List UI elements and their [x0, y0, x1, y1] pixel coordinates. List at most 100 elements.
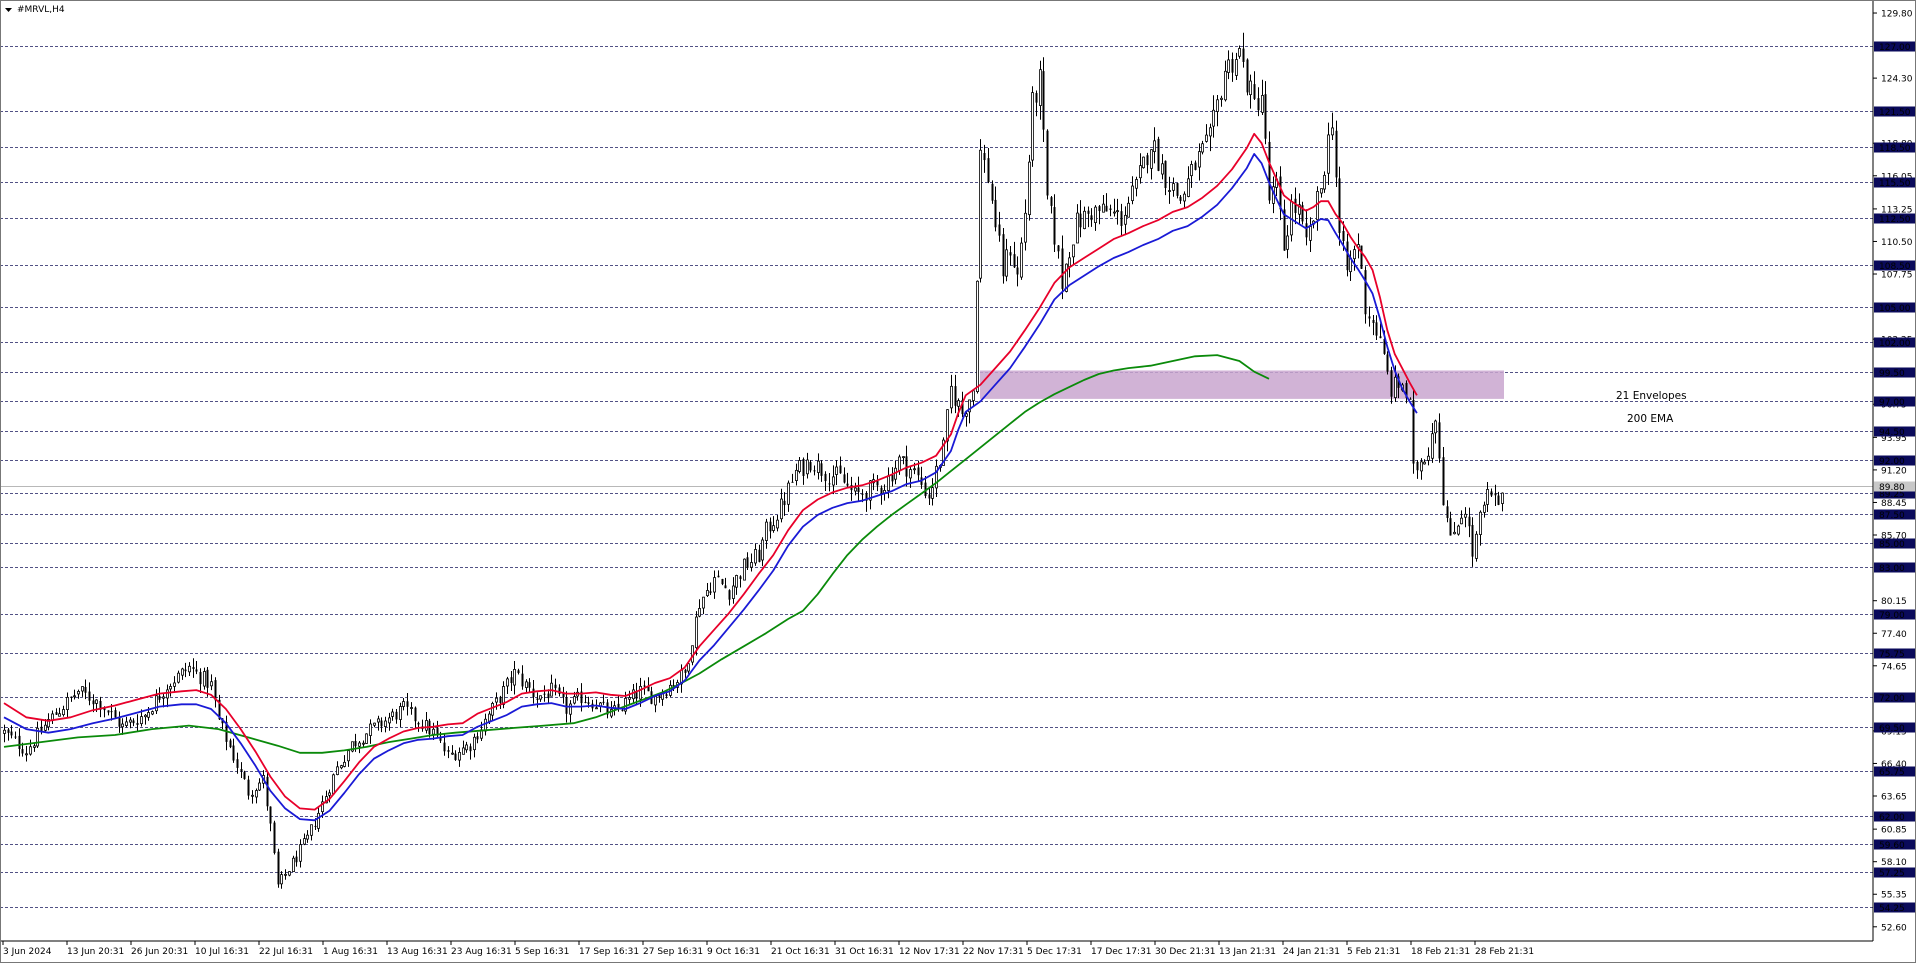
- candle-body-up: [402, 701, 405, 707]
- candle-body-down: [18, 735, 21, 750]
- time-axis-label: 5 Feb 21:31: [1347, 947, 1400, 957]
- price-level-badge: [1874, 562, 1915, 573]
- candle-body-up: [569, 703, 572, 715]
- candle-body-down: [532, 688, 535, 697]
- candle-body-down: [1449, 518, 1452, 536]
- price-level-label: 115.50: [1879, 179, 1911, 189]
- candle-body-up: [495, 697, 498, 703]
- price-level-label: 105.00: [1879, 304, 1911, 314]
- candle-body-up: [151, 711, 154, 715]
- candle-body-up: [1028, 161, 1031, 216]
- candle-body-down: [961, 399, 964, 415]
- price-level-label: 65.75: [1879, 768, 1905, 778]
- candle-body-down: [954, 386, 957, 406]
- candle-body-down: [717, 575, 720, 578]
- candle-body-up: [832, 476, 835, 486]
- candle-body-up: [1353, 249, 1356, 260]
- candle-body-down: [672, 684, 675, 687]
- candle-body-up: [976, 280, 979, 393]
- candle-body-down: [983, 153, 986, 161]
- price-level-badge: [1874, 337, 1915, 348]
- triangle-down-icon[interactable]: [5, 8, 12, 12]
- price-level-label: 57.25: [1879, 869, 1905, 879]
- price-tick-label: 77.40: [1881, 630, 1907, 640]
- candle-body-up: [639, 685, 642, 700]
- candle-body-up: [73, 695, 76, 698]
- candle-body-up: [1190, 164, 1193, 177]
- candle-body-up: [255, 790, 258, 798]
- candle-body-down: [580, 691, 583, 704]
- candle-body-down: [994, 199, 997, 228]
- current-price-badge: [1874, 481, 1915, 492]
- candle-body-up: [624, 697, 627, 712]
- candle-body-up: [1135, 179, 1138, 189]
- ema-200-line: [3, 354, 1270, 754]
- candle-body-down: [1386, 354, 1389, 372]
- candle-body-up: [44, 724, 47, 731]
- candle-body-up: [1420, 461, 1423, 472]
- candle-body-up: [125, 721, 128, 726]
- candle-body-up: [1172, 183, 1175, 191]
- price-level-badge: [1874, 260, 1915, 271]
- candle-body-down: [1468, 516, 1471, 527]
- candle-body-down: [1446, 506, 1449, 518]
- candle-body-down: [635, 691, 638, 699]
- price-tick-label: 60.85: [1881, 826, 1907, 836]
- candle-body-up: [1227, 59, 1230, 73]
- time-axis-label: 1 Aug 16:31: [323, 947, 378, 957]
- candle-body-up: [706, 590, 709, 596]
- candle-body-up: [377, 718, 380, 723]
- candle-body-down: [1120, 211, 1123, 226]
- candle-body-up: [1475, 533, 1478, 559]
- candle-body-down: [1002, 234, 1005, 277]
- candle-body-down: [1283, 209, 1286, 251]
- candle-body-down: [269, 806, 272, 824]
- legend: 21 Envelopes 200 EMA: [1616, 390, 1687, 425]
- candle-body-up: [3, 729, 6, 734]
- candle-body-up: [772, 525, 775, 531]
- candle-body-up: [140, 716, 143, 725]
- price-level-label: 99.50: [1879, 369, 1905, 379]
- candle-body-down: [813, 470, 816, 472]
- price-level-label: 97.00: [1879, 398, 1905, 408]
- candle-body-down: [92, 700, 95, 705]
- price-tick-label: 124.30: [1881, 75, 1913, 85]
- candle-body-up: [1183, 193, 1186, 202]
- candle-body-up: [1031, 92, 1034, 161]
- candle-body-up: [1220, 97, 1223, 100]
- candle-body-down: [406, 701, 409, 707]
- candle-body-up: [95, 699, 98, 704]
- time-axis-label: 27 Sep 16:31: [643, 947, 703, 957]
- candle-body-up: [1127, 202, 1130, 218]
- price-tick-label: 91.20: [1881, 466, 1907, 476]
- candle-body-down: [891, 474, 894, 482]
- candle-body-up: [1427, 455, 1430, 461]
- price-level-badge: [1874, 455, 1915, 466]
- candle-body-up: [280, 874, 283, 885]
- time-axis-labels: 3 Jun 2024 13 Jun 20:31 26 Jun 20:31 10 Jul…: [2, 941, 1534, 957]
- price-level-label: 69.50: [1879, 724, 1905, 734]
- candle-body-up: [1331, 127, 1334, 136]
- candle-body-down: [1098, 206, 1101, 212]
- candle-body-up: [965, 413, 968, 417]
- candle-body-up: [1434, 420, 1437, 434]
- candle-body-up: [887, 475, 890, 491]
- candle-body-down: [380, 720, 383, 727]
- candle-body-down: [1090, 215, 1093, 221]
- candle-body-down: [1157, 138, 1160, 171]
- price-level-badge: [1874, 811, 1915, 822]
- candle-body-down: [809, 462, 812, 471]
- candle-body-up: [1024, 212, 1027, 243]
- candle-body-up: [288, 871, 291, 876]
- candle-body-down: [499, 696, 502, 703]
- candle-body-up: [1261, 95, 1264, 113]
- candle-body-up: [1161, 163, 1164, 175]
- candle-body-up: [1464, 513, 1467, 518]
- candle-body-up: [188, 665, 191, 673]
- candle-body-down: [783, 500, 786, 506]
- candle-body-down: [880, 487, 883, 494]
- candle-body-up: [869, 480, 872, 501]
- candle-body-down: [218, 699, 221, 720]
- price-tick-label: 116.05: [1881, 172, 1913, 182]
